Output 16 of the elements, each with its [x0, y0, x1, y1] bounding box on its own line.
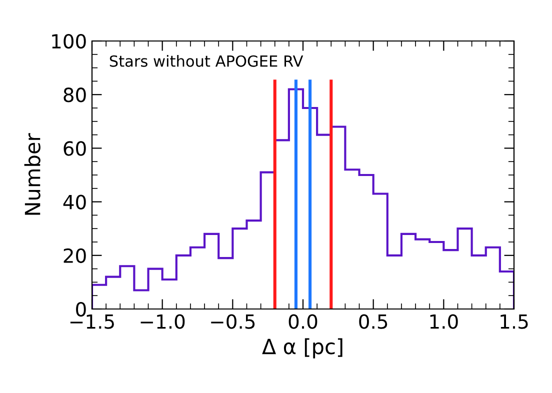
y-tick-label: 80 [64, 88, 86, 102]
x-tick-label: 1.5 [500, 314, 528, 329]
y-tick-label: 0 [76, 302, 86, 317]
y-axis-title: Number [24, 133, 40, 215]
x-tick-label: −1.5 [70, 314, 114, 329]
x-axis-title: Δ α [pc] [262, 338, 342, 358]
y-tick-label: 40 [63, 194, 86, 210]
x-tick-label: −0.5 [211, 314, 255, 329]
y-tick-label: 60 [64, 141, 86, 156]
x-tick-label: 0.5 [359, 314, 388, 329]
annotation: Stars without APOGEE RV [110, 55, 304, 67]
y-tick-label: 20 [64, 248, 86, 264]
x-tick-label: −1.0 [140, 314, 185, 329]
y-tick-label: 100 [52, 34, 86, 49]
x-tick-label: 0.0 [288, 314, 318, 329]
x-tick-label: 1.0 [430, 314, 458, 329]
